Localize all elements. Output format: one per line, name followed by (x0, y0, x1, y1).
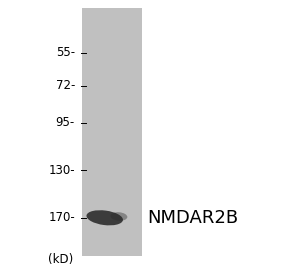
Ellipse shape (87, 210, 123, 225)
Text: 95-: 95- (56, 116, 75, 129)
Bar (82, 8, 142, 256)
Text: 170-: 170- (48, 211, 75, 224)
Ellipse shape (110, 212, 127, 221)
Text: (kD): (kD) (48, 253, 73, 264)
Text: 55-: 55- (56, 46, 75, 59)
Text: NMDAR2B: NMDAR2B (147, 209, 238, 227)
Text: 130-: 130- (48, 164, 75, 177)
Text: 72-: 72- (56, 79, 75, 92)
